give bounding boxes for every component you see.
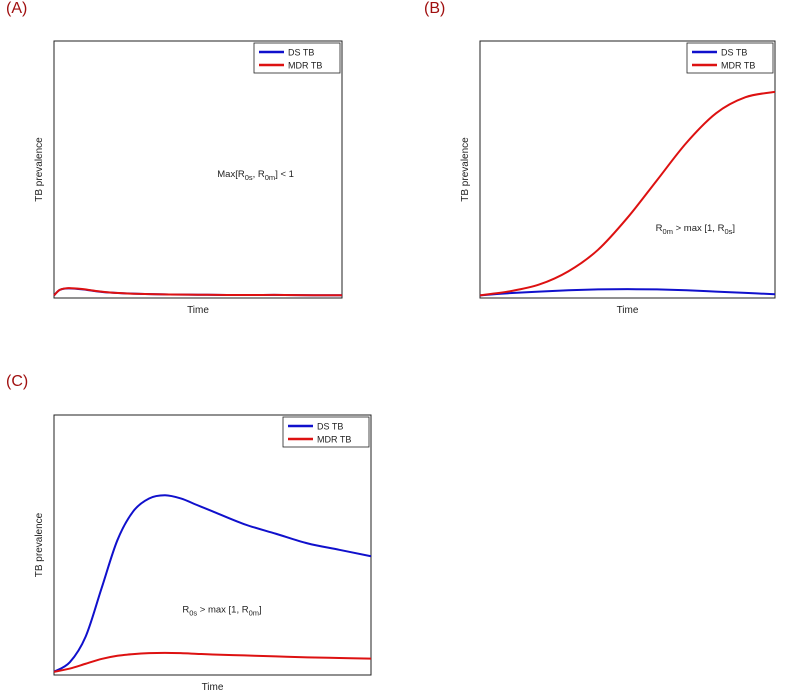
panel-label-b: (B)	[424, 0, 446, 17]
plot-frame	[53, 40, 343, 299]
legend-label: DS TB	[721, 48, 747, 58]
annotation-part: ] < 1	[275, 169, 294, 180]
legend-label: MDR TB	[317, 435, 351, 445]
annotation-part: ]	[259, 605, 262, 616]
legend-box	[282, 416, 370, 448]
series-line-ds-tb	[53, 494, 372, 673]
legend-label: MDR TB	[721, 61, 755, 71]
series-line-mdr-tb	[479, 90, 776, 297]
plot-frame	[479, 40, 776, 299]
chart-panel-c: DS TB MDR TB Time TB prevalence R0s > max [1…	[34, 414, 372, 693]
series-line-mdr-tb	[53, 651, 372, 673]
panel-label-a: (A)	[6, 0, 28, 17]
y-axis-label: TB prevalence	[34, 512, 45, 577]
annotation-subscript: 0s	[245, 173, 253, 182]
annotation-part: , R	[253, 169, 265, 180]
annotation-part: R	[182, 605, 189, 616]
annotation-text: Max[R0s, R0m] < 1	[217, 169, 294, 182]
chart-panel-a: DS TB MDR TB Time TB prevalence Max[R0s, R0m…	[34, 40, 343, 316]
panel-label-c: (C)	[6, 373, 29, 390]
annotation-subscript: 0m	[249, 609, 259, 618]
annotation-part: Max[R	[217, 169, 245, 180]
annotation-subscript: 0s	[724, 227, 732, 236]
x-axis-label: Time	[202, 682, 224, 693]
annotation-text: R0s > max [1, R0m]	[182, 605, 261, 618]
plot-frame	[53, 414, 372, 676]
annotation-part: > max [1, R	[197, 605, 249, 616]
legend-label: MDR TB	[288, 61, 322, 71]
chart-panel-b: DS TB MDR TB Time TB prevalence R0m > max [1…	[460, 40, 776, 316]
annotation-subscript: 0m	[265, 173, 275, 182]
legend-box	[686, 42, 774, 74]
x-axis-label: Time	[187, 305, 209, 316]
annotation-part: > max [1, R	[673, 223, 725, 234]
annotation-subscript: 0m	[663, 227, 673, 236]
legend-label: DS TB	[317, 422, 343, 432]
y-axis-label: TB prevalence	[460, 137, 471, 202]
legend-label: DS TB	[288, 48, 314, 58]
annotation-subscript: 0s	[189, 609, 197, 618]
series-line-ds-tb	[479, 288, 776, 297]
legend-box	[253, 42, 341, 74]
annotation-part: ]	[732, 223, 735, 234]
annotation-part: R	[656, 223, 663, 234]
series-line-mdr-tb	[53, 287, 343, 297]
x-axis-label: Time	[617, 305, 639, 316]
y-axis-label: TB prevalence	[34, 137, 45, 202]
annotation-text: R0m > max [1, R0s]	[656, 223, 735, 236]
